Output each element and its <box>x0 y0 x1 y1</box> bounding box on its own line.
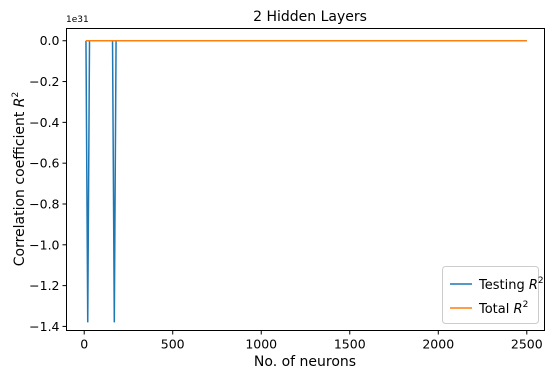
plot-frame <box>66 28 545 331</box>
y-tick-label: −0.8 <box>29 196 59 211</box>
y-tick-label: −0.6 <box>29 156 59 171</box>
legend-total-math: R <box>514 302 523 317</box>
legend-testing-math: R <box>529 278 538 293</box>
y-tick-label: −1.4 <box>29 319 59 334</box>
y-axis-label-text: Correlation coefficient <box>12 107 28 266</box>
legend-total-name: Total <box>478 302 509 317</box>
x-axis-ticks: 0 500 1000 1500 2000 2500 <box>80 330 543 352</box>
y-tick-label: −1.0 <box>29 237 59 252</box>
y-axis-ticks: 0.0 −0.2 −0.4 −0.6 −0.8 −1.0 −1.2 −1.4 <box>29 33 67 334</box>
legend-label-total: Total R2 <box>478 300 528 317</box>
x-tick-label: 0 <box>80 337 88 352</box>
x-tick-label: 500 <box>161 337 185 352</box>
legend-total-sup: 2 <box>523 300 529 310</box>
legend-testing-sup: 2 <box>538 276 544 286</box>
chart-title: 2 Hidden Layers <box>253 9 367 25</box>
y-axis-label-sup: 2 <box>11 92 21 98</box>
legend-box <box>442 266 539 324</box>
y-axis-label: Correlation coefficient R2 <box>11 92 28 267</box>
x-tick-label: 1000 <box>245 337 277 352</box>
y-axis-label-math: R <box>12 97 28 107</box>
y-tick-label: −0.2 <box>29 74 59 89</box>
legend: Testing R2 Total R2 <box>442 266 544 324</box>
x-axis-label: No. of neurons <box>254 354 356 370</box>
series-layer <box>85 39 527 323</box>
y-tick-label: −0.4 <box>29 115 59 130</box>
y-tick-label: −1.2 <box>29 278 59 293</box>
legend-testing-name: Testing <box>478 278 525 293</box>
y-tick-label: 0.0 <box>40 33 60 48</box>
x-tick-label: 1500 <box>334 337 366 352</box>
x-tick-label: 2000 <box>422 337 454 352</box>
legend-label-testing: Testing R2 <box>478 276 544 293</box>
x-tick-label: 2500 <box>511 337 543 352</box>
y-offset-label: 1e31 <box>66 15 89 25</box>
